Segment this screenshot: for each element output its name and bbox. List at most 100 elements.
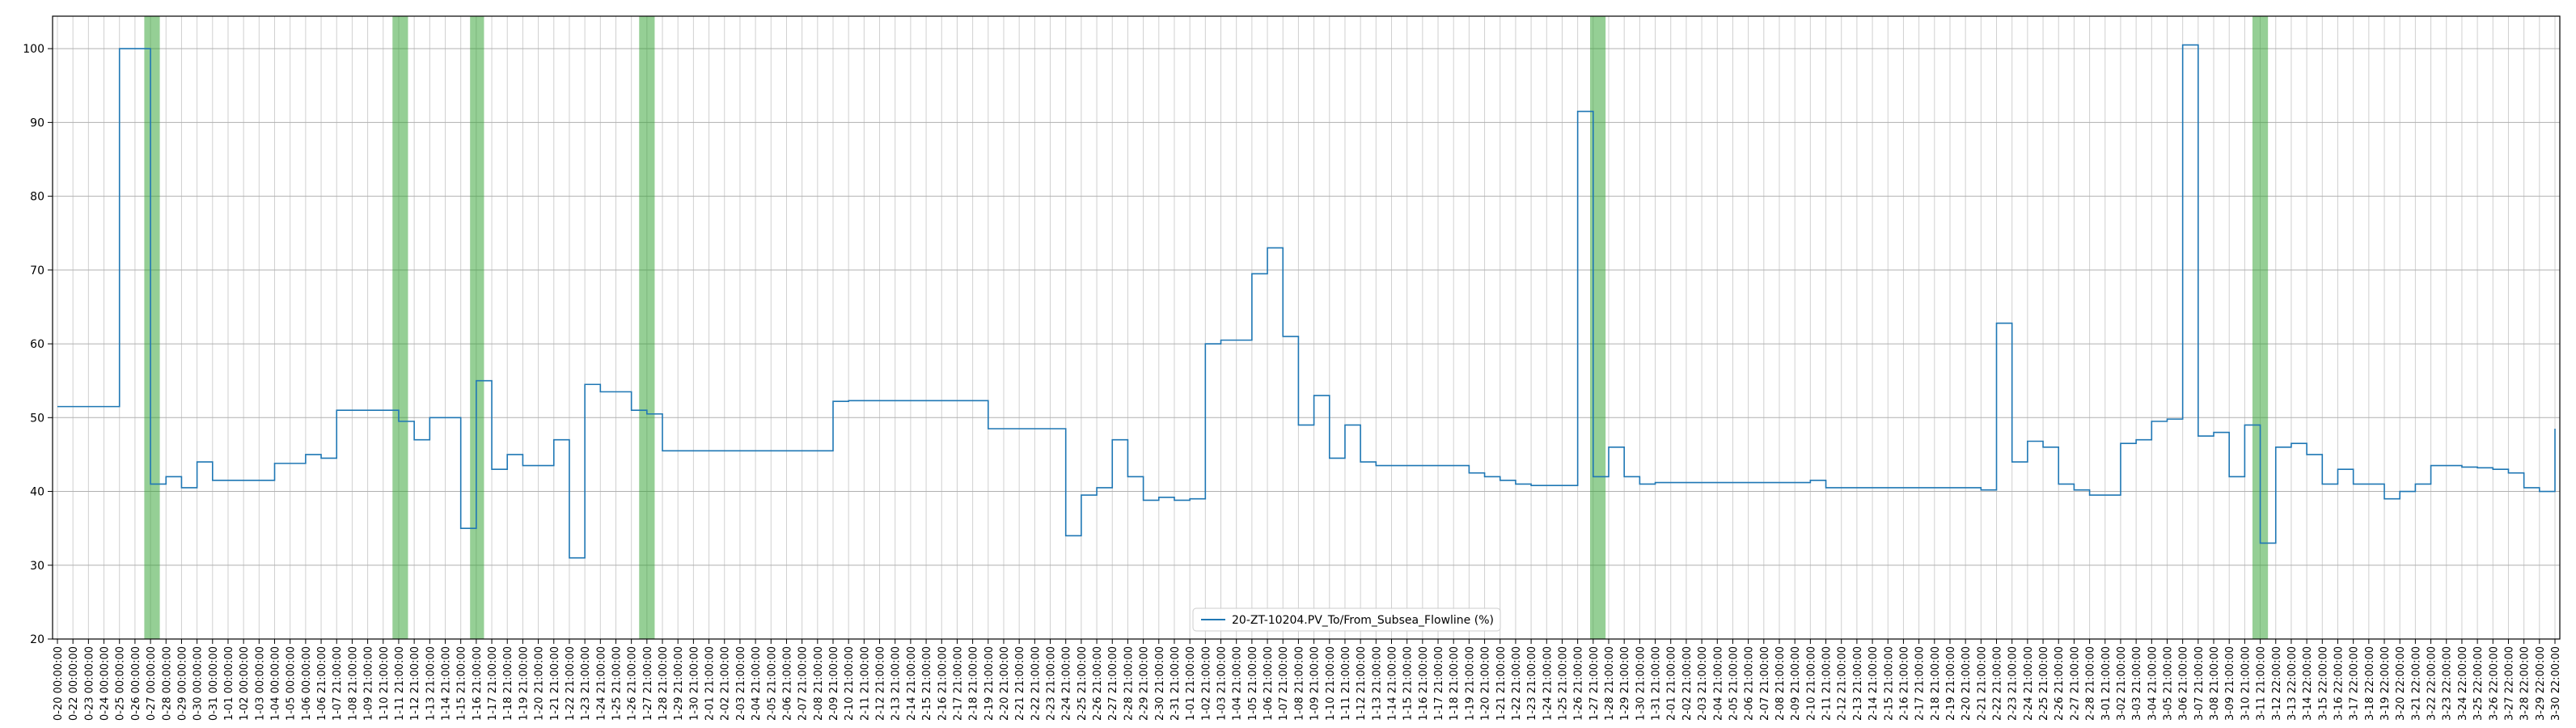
x-tick-label: 0-29 00:00:00 xyxy=(176,646,188,721)
x-tick-label: 1-23 21:00:00 xyxy=(1526,646,1538,721)
x-tick-label: 1-18 21:00:00 xyxy=(1449,646,1461,721)
x-tick-label: 2-10 21:00:00 xyxy=(844,646,856,721)
x-tick-label: 2-11 21:00:00 xyxy=(859,646,871,721)
x-tick-label: 3-09 21:00:00 xyxy=(2224,646,2236,721)
x-tick-label: 1-27 21:00:00 xyxy=(1588,646,1601,721)
x-tick-label: 2-09 21:00:00 xyxy=(1790,646,1802,721)
x-tick-label: 2-18 21:00:00 xyxy=(968,646,980,721)
y-tick-label: 90 xyxy=(30,116,44,129)
x-tick-label: 1-12 21:00:00 xyxy=(1356,646,1368,721)
x-tick-label: 2-05 21:00:00 xyxy=(1728,646,1740,721)
x-tick-label: 2-07 21:00:00 xyxy=(797,646,810,721)
x-tick-label: 1-13 21:00:00 xyxy=(1371,646,1383,721)
y-tick-label: 70 xyxy=(30,265,44,277)
x-tick-label: 1-27 21:00:00 xyxy=(642,646,654,721)
x-tick-label: 2-02 21:00:00 xyxy=(1681,646,1694,721)
x-tick-label: 3-13 22:00:00 xyxy=(2286,646,2299,721)
x-tick-label: 2-14 21:00:00 xyxy=(906,646,918,721)
x-tick-label: 0-31 00:00:00 xyxy=(208,646,220,721)
x-tick-label: 2-16 21:00:00 xyxy=(937,646,949,721)
x-tick-label: 1-25 21:00:00 xyxy=(611,646,623,721)
x-tick-label: 1-02 00:00:00 xyxy=(239,646,251,721)
x-tick-label: 1-21 21:00:00 xyxy=(1495,646,1508,721)
legend-box xyxy=(1192,607,1501,632)
x-tick-label: 2-20 21:00:00 xyxy=(999,646,1011,721)
x-tick-label: 3-04 21:00:00 xyxy=(2147,646,2159,721)
x-tick-label: 2-24 21:00:00 xyxy=(2023,646,2035,721)
x-tick-label: 1-05 21:00:00 xyxy=(1247,646,1259,721)
x-tick-label: 3-24 22:00:00 xyxy=(2457,646,2469,721)
x-tick-label: 2-24 21:00:00 xyxy=(1061,646,1073,721)
x-tick-label: 2-02 21:00:00 xyxy=(720,646,732,721)
x-tick-label: 3-21 22:00:00 xyxy=(2410,646,2422,721)
x-tick-label: 3-23 22:00:00 xyxy=(2442,646,2454,721)
x-tick-label: 1-24 21:00:00 xyxy=(1542,646,1554,721)
x-tick-label: 1-07 21:00:00 xyxy=(1278,646,1290,721)
x-tick-label: 1-31 21:00:00 xyxy=(1651,646,1663,721)
highlight-span xyxy=(144,16,160,639)
x-tick-label: 2-22 21:00:00 xyxy=(1030,646,1042,721)
x-tick-label: 1-18 21:00:00 xyxy=(502,646,514,721)
x-tick-label: 1-17 21:00:00 xyxy=(1433,646,1445,721)
x-tick-label: 2-22 21:00:00 xyxy=(1992,646,2004,721)
y-tick-label: 100 xyxy=(23,43,44,56)
x-tick-label: 1-20 21:00:00 xyxy=(534,646,546,721)
x-tick-label: 3-27 22:00:00 xyxy=(2503,646,2515,721)
x-tick-label: 0-28 00:00:00 xyxy=(161,646,173,721)
x-tick-label: 1-29 21:00:00 xyxy=(1619,646,1631,721)
x-tick-label: 2-03 21:00:00 xyxy=(1697,646,1709,721)
legend: 20-ZT-10204.PV_To/From_Subsea_Flowline (… xyxy=(1192,607,1501,632)
x-tick-label: 2-01 21:00:00 xyxy=(704,646,717,721)
x-tick-label: 1-09 21:00:00 xyxy=(363,646,375,721)
highlight-span xyxy=(470,16,484,639)
x-tick-label: 2-06 21:00:00 xyxy=(1744,646,1756,721)
x-tick-label: 0-20 00:00:00 xyxy=(53,646,65,721)
x-tick-label: 2-29 21:00:00 xyxy=(1139,646,1151,721)
x-tick-label: 1-03 21:00:00 xyxy=(1216,646,1229,721)
x-tick-label: 1-28 21:00:00 xyxy=(658,646,670,721)
x-tick-label: 0-27 00:00:00 xyxy=(146,646,158,721)
x-tick-label: 1-03 00:00:00 xyxy=(254,646,266,721)
y-tick-label: 30 xyxy=(30,560,44,573)
x-tick-label: 3-08 21:00:00 xyxy=(2209,646,2221,721)
x-tick-label: 2-18 21:00:00 xyxy=(1930,646,1942,721)
x-tick-label: 1-16 21:00:00 xyxy=(472,646,484,721)
x-tick-label: 1-20 21:00:00 xyxy=(1480,646,1492,721)
x-tick-label: 1-21 21:00:00 xyxy=(549,646,561,721)
x-tick-label: 1-30 21:00:00 xyxy=(688,646,700,721)
x-tick-label: 2-28 21:00:00 xyxy=(2085,646,2097,721)
x-tick-label: 1-04 00:00:00 xyxy=(270,646,282,721)
x-tick-label: 1-19 21:00:00 xyxy=(518,646,530,721)
x-tick-label: 1-14 21:00:00 xyxy=(441,646,453,721)
x-tick-label: 3-28 22:00:00 xyxy=(2519,646,2532,721)
x-tick-label: 2-13 21:00:00 xyxy=(1852,646,1864,721)
y-tick-label: 60 xyxy=(30,338,44,351)
plot-frame xyxy=(52,15,2561,640)
x-tick-label: 1-08 21:00:00 xyxy=(347,646,359,721)
x-tick-label: 1-16 21:00:00 xyxy=(1418,646,1430,721)
x-tick-label: 2-28 21:00:00 xyxy=(1123,646,1135,721)
x-tick-label: 1-01 00:00:00 xyxy=(223,646,235,721)
x-tick-label: 1-30 21:00:00 xyxy=(1635,646,1647,721)
y-tick-label: 80 xyxy=(30,191,44,204)
x-tick-label: 3-14 22:00:00 xyxy=(2302,646,2314,721)
x-tick-label: 1-15 21:00:00 xyxy=(1402,646,1415,721)
x-tick-label: 0-24 00:00:00 xyxy=(99,646,112,721)
x-tick-label: 1-10 21:00:00 xyxy=(379,646,391,721)
x-tick-label: 3-17 22:00:00 xyxy=(2349,646,2361,721)
x-tick-label: 3-06 21:00:00 xyxy=(2178,646,2190,721)
x-tick-label: 1-11 21:00:00 xyxy=(1340,646,1352,721)
x-tick-label: 2-08 21:00:00 xyxy=(1774,646,1787,721)
x-tick-label: 2-21 21:00:00 xyxy=(1014,646,1026,721)
x-tick-label: 2-21 21:00:00 xyxy=(1976,646,1988,721)
x-tick-label: 2-06 21:00:00 xyxy=(781,646,793,721)
x-tick-label: 2-04 21:00:00 xyxy=(1712,646,1724,721)
x-tick-label: 2-14 21:00:00 xyxy=(1867,646,1880,721)
x-tick-label: 2-07 21:00:00 xyxy=(1759,646,1771,721)
x-tick-label: 2-05 21:00:00 xyxy=(766,646,778,721)
x-tick-label: 3-25 22:00:00 xyxy=(2472,646,2485,721)
x-tick-label: 2-16 21:00:00 xyxy=(1898,646,1910,721)
x-tick-label: 2-23 21:00:00 xyxy=(1046,646,1058,721)
x-tick-label: 2-19 21:00:00 xyxy=(1945,646,1957,721)
